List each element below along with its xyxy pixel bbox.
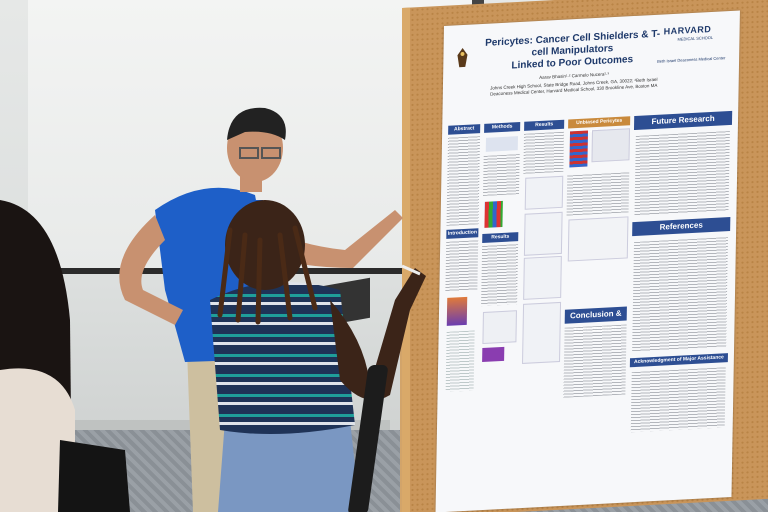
results-chart-2: [523, 211, 563, 256]
results-left-figure: [482, 310, 517, 345]
acknowledgement-text: [630, 367, 726, 433]
section-abstract: Abstract: [448, 124, 481, 135]
future-text: [634, 131, 730, 217]
section-methods: Methods: [484, 122, 521, 133]
references-text: [632, 237, 729, 353]
harvard-logo-sub: MEDICAL SCHOOL: [677, 34, 714, 42]
section-conclusion: Conclusion & Discussion: [564, 306, 627, 334]
abstract-text: [446, 136, 481, 226]
results-chart-4: [522, 301, 562, 364]
writing-student: [210, 200, 426, 512]
foreground-viewer: [0, 200, 130, 512]
section-introduction: Introduction: [446, 228, 479, 239]
poster-title: Pericytes: Cancer Cell Shielders & T-cel…: [477, 28, 668, 74]
section-acknowledgement: Acknowledgment of Major Assistance: [629, 353, 728, 368]
methods-figure: [485, 136, 518, 152]
results-text: [523, 131, 565, 174]
research-poster: Pericytes: Cancer Cell Shielders & T-cel…: [435, 10, 740, 512]
signature-figure-red: [569, 130, 589, 168]
section-results: Results: [524, 119, 565, 131]
section-results-left: Results: [482, 232, 519, 244]
conclusion-text: [563, 324, 627, 398]
section-references: References: [632, 217, 731, 237]
results-purple-figure: [482, 346, 505, 363]
heatmap-figure: [484, 200, 503, 228]
introduction-text: [445, 240, 479, 292]
signature-text: [566, 172, 630, 216]
methods-text: [482, 154, 520, 196]
school-mascot-icon: [457, 48, 468, 68]
results-chart-1: [524, 175, 564, 210]
section-signature: Unbiased Pericytes Signature: [568, 116, 631, 134]
results-left-text: [481, 244, 519, 307]
signature-figure: [591, 128, 631, 163]
partner-logo: Beth Israel Deaconess Medical Center: [657, 55, 726, 64]
results-chart-3: [523, 255, 562, 300]
section-future-research: Future Research: [633, 110, 733, 131]
signature-chart: [567, 216, 629, 262]
